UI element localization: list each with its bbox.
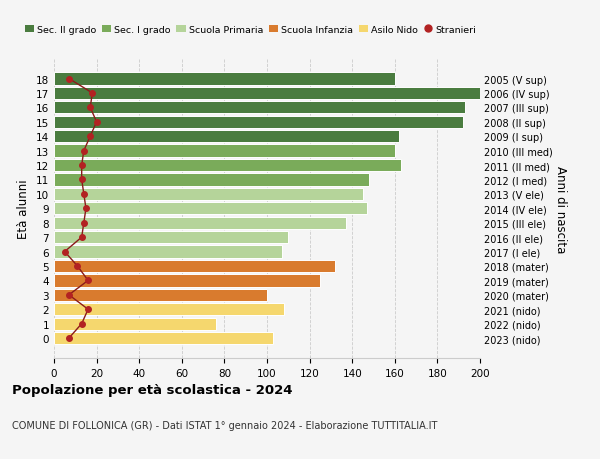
Bar [54, 289, 267, 301]
Bar [54, 303, 284, 316]
Bar [54, 188, 363, 201]
Bar [54, 102, 465, 114]
Bar [54, 88, 480, 100]
Bar [54, 117, 463, 129]
Bar [54, 73, 395, 85]
Bar [54, 318, 216, 330]
Bar [54, 231, 288, 244]
Bar [54, 145, 395, 157]
Bar [54, 274, 320, 287]
Bar [54, 260, 335, 273]
Bar [54, 246, 282, 258]
Bar [54, 160, 401, 172]
Bar [54, 217, 346, 230]
Legend: Sec. II grado, Sec. I grado, Scuola Primaria, Scuola Infanzia, Asilo Nido, Stran: Sec. II grado, Sec. I grado, Scuola Prim… [25, 26, 476, 34]
Text: Popolazione per età scolastica - 2024: Popolazione per età scolastica - 2024 [12, 383, 293, 396]
Bar [54, 332, 274, 344]
Y-axis label: Età alunni: Età alunni [17, 179, 31, 239]
Bar [54, 131, 399, 143]
Text: COMUNE DI FOLLONICA (GR) - Dati ISTAT 1° gennaio 2024 - Elaborazione TUTTITALIA.: COMUNE DI FOLLONICA (GR) - Dati ISTAT 1°… [12, 420, 437, 430]
Y-axis label: Anni di nascita: Anni di nascita [554, 165, 567, 252]
Bar [54, 203, 367, 215]
Bar [54, 174, 369, 186]
